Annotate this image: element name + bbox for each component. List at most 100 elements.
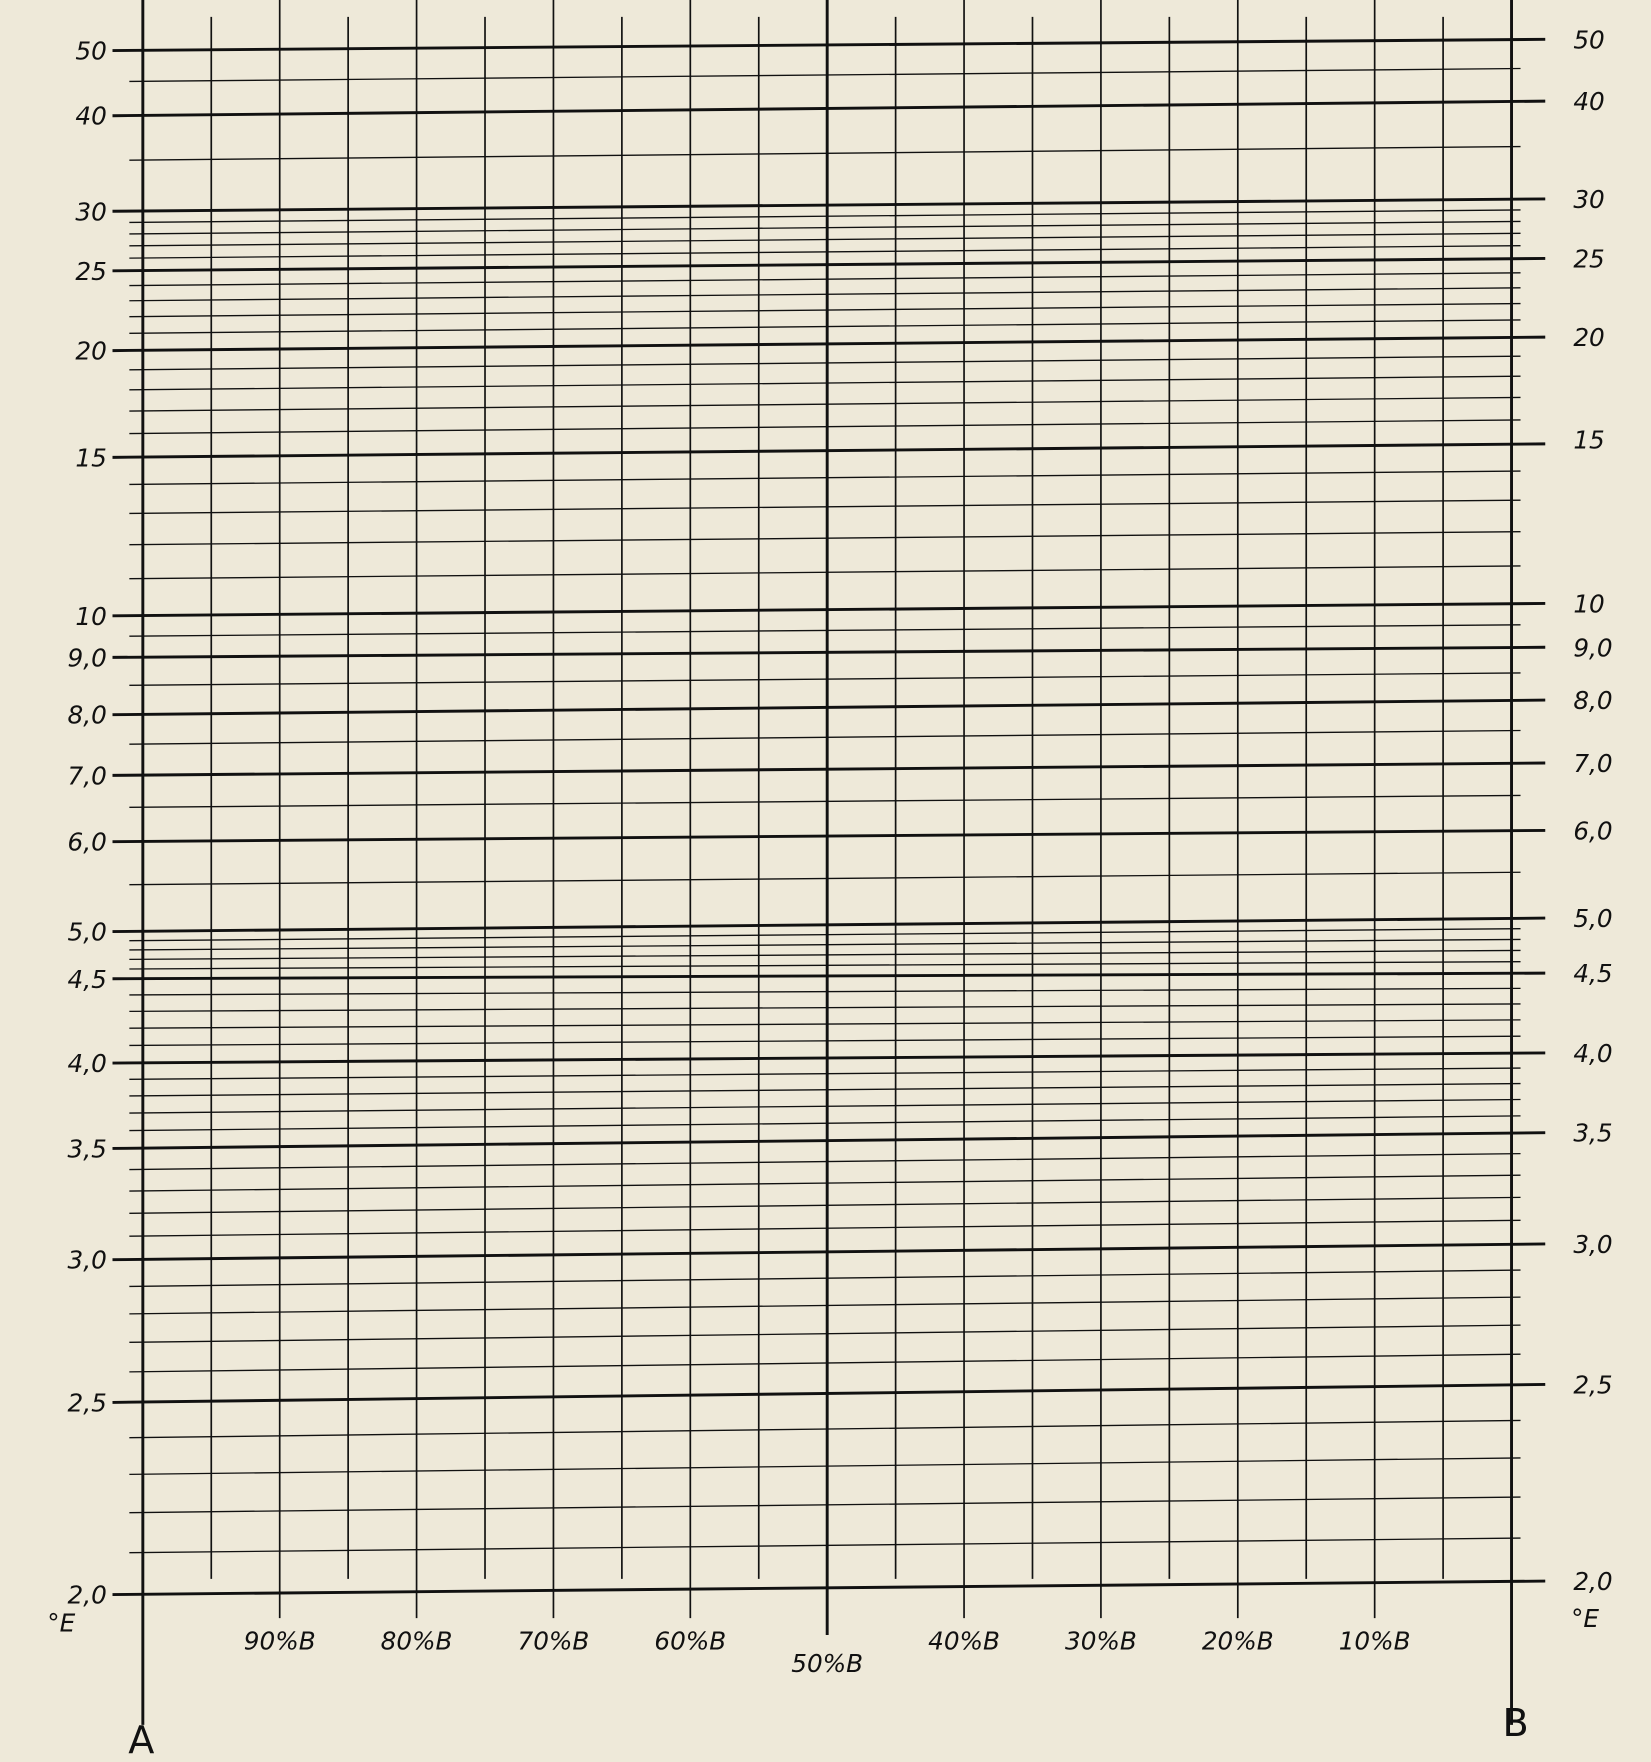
- minor-gridline: [129, 1496, 1521, 1514]
- major-gridline: [112, 256, 1546, 273]
- x-tick-label: 50%B: [791, 1649, 863, 1678]
- y-tick-label-left: 5,0: [68, 918, 107, 947]
- minor-gridline: [129, 949, 1521, 961]
- minor-gridline: [129, 624, 1521, 637]
- y-tick-label-right: 2,5: [1573, 1370, 1612, 1399]
- y-tick-label-right: 2,0: [1573, 1567, 1612, 1596]
- x-tick-label: 20%B: [1202, 1627, 1274, 1656]
- minor-gridline: [129, 927, 1521, 942]
- minor-gridline: [129, 1035, 1521, 1047]
- y-tick-label-left: 20: [75, 337, 106, 366]
- x-tick-label: 60%B: [654, 1627, 726, 1656]
- minor-gridline: [129, 565, 1521, 580]
- minor-gridline: [129, 232, 1521, 247]
- major-gridline: [112, 698, 1546, 717]
- minor-gridline: [129, 938, 1521, 951]
- y-tick-label-right: 40: [1573, 87, 1604, 116]
- x-tick-label: 70%B: [517, 1627, 589, 1656]
- minor-gridline: [129, 145, 1521, 161]
- minor-gridline: [129, 396, 1521, 412]
- y-tick-label-left: 25: [75, 257, 106, 286]
- minor-gridline: [129, 672, 1521, 686]
- y-tick-label-right: 9,0: [1573, 633, 1612, 662]
- minor-gridline: [129, 419, 1521, 435]
- y-tick-label-right: 15: [1573, 425, 1604, 454]
- major-gridline: [112, 37, 1546, 53]
- y-tick-label-left: 2,0: [68, 1581, 107, 1610]
- y-tick-label-right: 7,0: [1573, 749, 1612, 778]
- y-tick-label-right: 20: [1573, 323, 1604, 352]
- y-tick-label-right: 10: [1573, 589, 1604, 618]
- left-unit-label: °E: [47, 1609, 75, 1638]
- minor-gridline: [129, 1098, 1521, 1114]
- y-tick-label-left: 50: [75, 37, 106, 66]
- minor-gridline: [129, 1353, 1521, 1373]
- minor-gridline: [129, 1537, 1521, 1554]
- minor-gridline: [129, 960, 1521, 970]
- x-tick-label: 40%B: [928, 1627, 1000, 1656]
- minor-gridline: [129, 1152, 1521, 1171]
- y-tick-label-right: 8,0: [1573, 686, 1612, 715]
- y-tick-label-left: 8,0: [68, 701, 107, 730]
- minor-gridline: [129, 987, 1521, 996]
- y-tick-label-left: 15: [75, 443, 106, 472]
- y-tick-label-left: 3,0: [68, 1246, 107, 1275]
- major-gridline: [112, 828, 1546, 844]
- minor-gridline: [129, 729, 1521, 745]
- major-gridline: [112, 761, 1546, 777]
- y-tick-label-right: 4,0: [1573, 1039, 1612, 1068]
- minor-gridline: [129, 470, 1521, 486]
- major-gridline: [112, 1242, 1546, 1262]
- minor-gridline: [129, 1324, 1521, 1344]
- y-tick-label-left: 3,5: [68, 1134, 107, 1163]
- minor-gridline: [129, 209, 1521, 224]
- x-tick-label: 80%B: [381, 1627, 453, 1656]
- minor-gridline: [129, 531, 1521, 546]
- major-gridline: [112, 1131, 1546, 1150]
- minor-gridline: [129, 1269, 1521, 1288]
- minor-gridline: [129, 1082, 1521, 1097]
- minor-gridline: [129, 1457, 1521, 1476]
- minor-gridline: [129, 319, 1521, 334]
- major-gridline: [112, 442, 1546, 459]
- minor-gridline: [129, 375, 1521, 391]
- major-gridline: [112, 1579, 1546, 1597]
- y-tick-label-right: 3,0: [1573, 1230, 1612, 1259]
- minor-gridline: [129, 355, 1521, 371]
- minor-gridline: [129, 794, 1521, 809]
- minor-gridline: [129, 287, 1521, 302]
- y-tick-label-left: 30: [75, 197, 106, 226]
- y-tick-label-right: 4,5: [1573, 959, 1612, 988]
- major-gridline: [112, 1051, 1546, 1065]
- minor-gridline: [129, 499, 1521, 515]
- minor-gridline: [129, 1419, 1521, 1439]
- y-tick-label-right: 50: [1573, 25, 1604, 54]
- major-gridline: [112, 971, 1546, 981]
- minor-gridline: [129, 244, 1521, 259]
- minor-gridline: [129, 1174, 1521, 1192]
- y-tick-label-right: 25: [1573, 244, 1604, 273]
- minor-gridline: [129, 220, 1521, 235]
- minor-gridline: [129, 272, 1521, 287]
- minor-gridline: [129, 1219, 1521, 1237]
- major-gridline: [112, 99, 1546, 118]
- minor-gridline: [129, 1003, 1521, 1013]
- major-gridline: [112, 197, 1546, 213]
- minor-gridline: [129, 871, 1521, 886]
- major-gridline: [112, 1382, 1546, 1404]
- major-gridline: [112, 335, 1546, 353]
- y-tick-label-left: 2,5: [68, 1388, 107, 1417]
- y-tick-label-left: 6,0: [68, 828, 107, 857]
- minor-gridline: [129, 1296, 1521, 1315]
- minor-gridline: [129, 1115, 1521, 1132]
- axis-b-label: B: [1503, 1702, 1529, 1746]
- x-tick-label: 10%B: [1339, 1627, 1411, 1656]
- y-tick-label-left: 7,0: [68, 761, 107, 790]
- y-tick-label-left: 4,0: [68, 1049, 107, 1078]
- y-tick-label-right: 5,0: [1573, 904, 1612, 933]
- y-tick-label-left: 40: [75, 102, 106, 131]
- y-tick-label-right: 30: [1573, 185, 1604, 214]
- y-tick-label-left: 10: [75, 602, 106, 631]
